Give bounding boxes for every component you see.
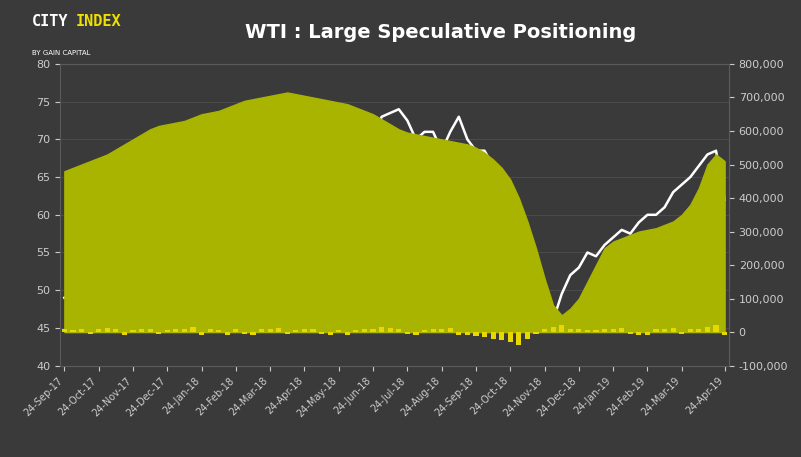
Bar	[251, 332, 256, 335]
Bar	[705, 327, 710, 332]
Bar	[105, 328, 110, 332]
Bar	[405, 332, 410, 334]
Bar	[645, 332, 650, 335]
Bar	[499, 332, 505, 340]
Bar	[413, 332, 418, 335]
Bar	[336, 330, 341, 332]
Bar	[619, 328, 624, 332]
Bar	[568, 329, 573, 332]
Bar	[722, 332, 727, 335]
Text: INDEX: INDEX	[76, 14, 122, 29]
Bar	[199, 332, 204, 335]
Bar	[576, 329, 582, 332]
Bar	[319, 332, 324, 334]
Bar	[328, 332, 332, 335]
Text: WTI : Large Speculative Positioning: WTI : Large Speculative Positioning	[245, 23, 636, 42]
Bar	[87, 332, 93, 334]
Bar	[233, 329, 239, 332]
Bar	[585, 330, 590, 332]
Bar	[550, 327, 556, 332]
Bar	[610, 329, 616, 332]
Bar	[371, 329, 376, 332]
Bar	[70, 330, 75, 332]
Bar	[311, 329, 316, 332]
Bar	[679, 332, 684, 334]
Bar	[207, 329, 213, 332]
Bar	[182, 329, 187, 332]
Bar	[259, 329, 264, 332]
Bar	[242, 332, 247, 334]
Bar	[602, 329, 607, 332]
Bar	[156, 332, 161, 334]
Bar	[594, 330, 598, 332]
Bar	[457, 332, 461, 335]
Bar	[173, 329, 179, 332]
Bar	[525, 332, 530, 339]
Bar	[122, 332, 127, 335]
Bar	[688, 329, 693, 332]
Bar	[353, 330, 359, 332]
Bar	[113, 329, 119, 332]
Bar	[191, 327, 195, 332]
Bar	[131, 330, 135, 332]
Bar	[628, 332, 633, 334]
Text: CITY: CITY	[32, 14, 69, 29]
Bar	[147, 329, 153, 332]
Bar	[96, 329, 101, 332]
Bar	[490, 332, 496, 339]
Bar	[276, 328, 281, 332]
Bar	[62, 329, 67, 332]
Bar	[396, 329, 401, 332]
Bar	[422, 330, 427, 332]
Bar	[388, 328, 392, 332]
Bar	[216, 330, 221, 332]
Bar	[714, 325, 718, 332]
Bar	[559, 325, 564, 332]
Bar	[636, 332, 642, 335]
Bar	[654, 329, 658, 332]
Bar	[284, 332, 290, 334]
Bar	[533, 332, 538, 334]
Bar	[293, 330, 299, 332]
Bar	[465, 332, 470, 335]
Bar	[79, 329, 84, 332]
Text: BY GAIN CAPITAL: BY GAIN CAPITAL	[32, 50, 91, 56]
Bar	[268, 329, 272, 332]
Bar	[670, 328, 676, 332]
Bar	[344, 332, 350, 335]
Bar	[517, 332, 521, 345]
Bar	[439, 329, 445, 332]
Bar	[139, 329, 144, 332]
Bar	[362, 329, 367, 332]
Bar	[482, 332, 487, 337]
Bar	[473, 332, 478, 336]
Bar	[379, 327, 384, 332]
Bar	[225, 332, 230, 335]
Bar	[430, 329, 436, 332]
Bar	[302, 329, 307, 332]
Bar	[448, 328, 453, 332]
Bar	[696, 329, 702, 332]
Bar	[662, 329, 667, 332]
Bar	[165, 330, 170, 332]
Bar	[542, 329, 547, 332]
Bar	[508, 332, 513, 342]
